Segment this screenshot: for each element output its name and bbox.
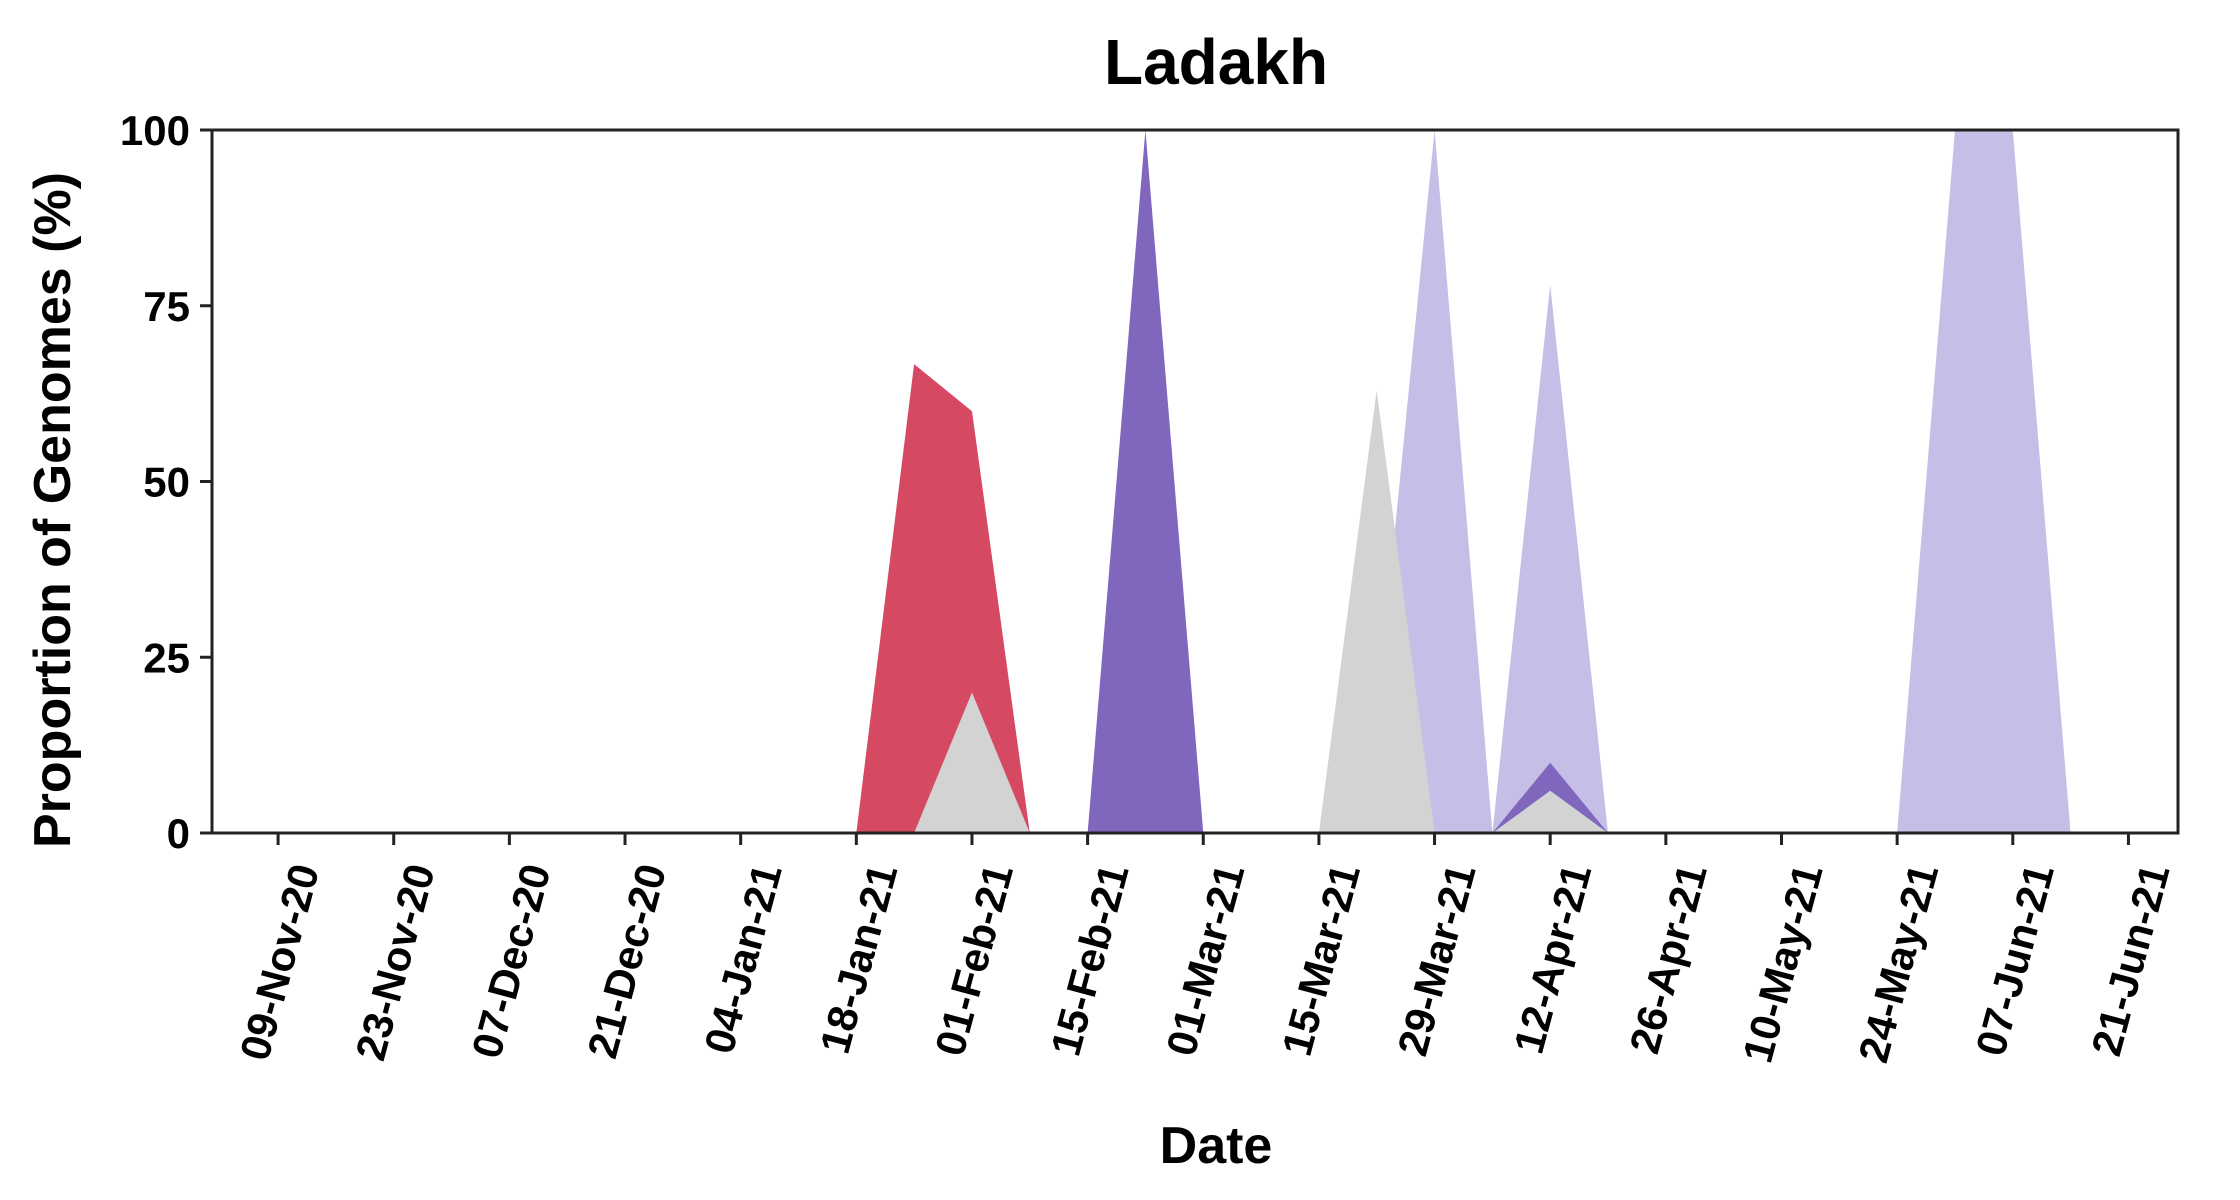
x-tick-label: 10-May-21 xyxy=(1734,859,1832,1067)
x-tick-label: 21-Dec-20 xyxy=(578,859,675,1063)
x-axis: 09-Nov-20 23-Nov-20 07-Dec-20 21-Dec-20 04-J… xyxy=(231,833,2179,1067)
x-axis-label: Date xyxy=(1160,1117,1273,1175)
y-tick-label: 25 xyxy=(143,634,190,681)
x-tick-label: 01-Mar-21 xyxy=(1157,859,1253,1061)
x-tick-label: 12-Apr-21 xyxy=(1505,859,1601,1058)
y-axis: 0 25 50 75 100 xyxy=(120,107,212,857)
series-area-11 xyxy=(1492,790,1608,833)
series-area-7 xyxy=(1318,390,1435,833)
x-tick-label: 07-Jun-21 xyxy=(1967,859,2063,1061)
y-tick-label: 50 xyxy=(143,459,190,506)
series-area-3 xyxy=(856,692,1030,833)
chart-title: Ladakh xyxy=(1104,26,1328,98)
series-area-8 xyxy=(1492,284,1608,833)
x-tick-label: 15-Feb-21 xyxy=(1042,859,1138,1061)
x-tick-label: 18-Jan-21 xyxy=(811,859,907,1058)
x-tick-label: 01-Feb-21 xyxy=(926,859,1022,1061)
x-tick-label: 24-May-21 xyxy=(1849,859,1947,1067)
series-area-2 xyxy=(856,364,1030,833)
x-tick-label: 07-Dec-20 xyxy=(463,859,560,1063)
x-tick-label: 15-Mar-21 xyxy=(1273,859,1369,1061)
x-tick-label: 04-Jan-21 xyxy=(695,859,791,1058)
y-tick-label: 100 xyxy=(120,107,190,154)
x-tick-label: 21-Jun-21 xyxy=(2082,859,2178,1061)
series-area-12 xyxy=(1897,130,2071,833)
x-tick-label: 23-Nov-20 xyxy=(346,859,443,1065)
y-tick-label: 75 xyxy=(143,283,190,330)
plot-frame xyxy=(210,128,2180,835)
y-tick-label: 0 xyxy=(167,810,190,857)
y-axis-label: Proportion of Genomes (%) xyxy=(24,172,82,848)
series-area-group xyxy=(856,130,2071,833)
x-tick-label: 26-Apr-21 xyxy=(1620,859,1716,1058)
series-area-4 xyxy=(1087,130,1204,833)
x-tick-label: 29-Mar-21 xyxy=(1388,859,1484,1061)
plot-area xyxy=(210,128,2180,835)
series-area-6 xyxy=(1318,130,1493,833)
x-tick-label: 09-Nov-20 xyxy=(231,859,328,1065)
